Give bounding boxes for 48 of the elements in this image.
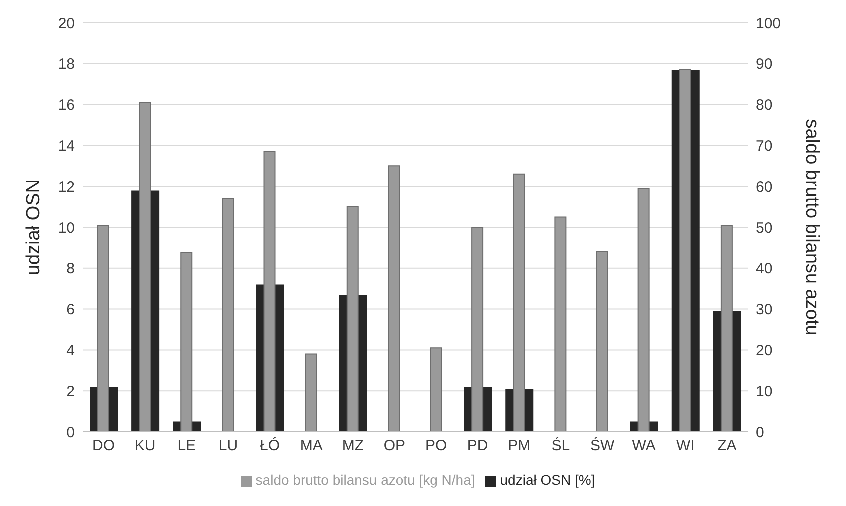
bar bbox=[554, 216, 567, 432]
y-tick-label: 20 bbox=[58, 15, 75, 32]
x-tick-label: PD bbox=[467, 438, 488, 455]
bar bbox=[222, 198, 234, 432]
x-tick-label: MZ bbox=[342, 438, 364, 455]
y2-tick-label: 50 bbox=[756, 220, 773, 237]
bar bbox=[430, 348, 442, 432]
x-tick-label: MA bbox=[300, 438, 323, 455]
x-tick-label: ŁÓ bbox=[260, 436, 280, 455]
x-tick-label: WA bbox=[632, 438, 656, 455]
legend-label: saldo brutto bilansu azotu [kg N/ha] bbox=[256, 472, 476, 488]
y-axis-title: udział OSN bbox=[24, 179, 45, 276]
y2-tick-label: 0 bbox=[756, 424, 764, 442]
y-tick-label: 14 bbox=[58, 138, 75, 156]
y-tick-label: 4 bbox=[66, 342, 75, 360]
y-tick-label: 10 bbox=[58, 220, 75, 237]
bar bbox=[305, 354, 318, 432]
y2-tick-label: 30 bbox=[756, 302, 773, 319]
y2-tick-label: 60 bbox=[756, 178, 773, 196]
x-tick-label: KU bbox=[134, 438, 156, 455]
y2-tick-label: 40 bbox=[756, 260, 773, 278]
y-tick-label: 12 bbox=[58, 178, 75, 196]
y2-axis-title: saldo brutto bilansu azotu bbox=[801, 119, 822, 336]
x-tick-label: PM bbox=[508, 438, 531, 455]
y-tick-label: 16 bbox=[58, 97, 75, 114]
y-tick-label: 8 bbox=[66, 260, 75, 278]
y-tick-label: 2 bbox=[66, 383, 75, 400]
y2-tick-label: 70 bbox=[756, 138, 773, 156]
y2-tick-label: 80 bbox=[756, 97, 773, 114]
legend-label: udział OSN [%] bbox=[500, 472, 596, 488]
y-tick-label: 6 bbox=[66, 302, 75, 319]
y2-tick-label: 90 bbox=[756, 56, 773, 74]
y2-tick-label: 100 bbox=[756, 15, 782, 32]
x-tick-label: LE bbox=[178, 438, 196, 455]
y-tick-label: 18 bbox=[58, 56, 75, 74]
x-tick-label: LU bbox=[218, 438, 238, 455]
x-tick-label: ŚW bbox=[590, 436, 616, 455]
x-tick-label: OP bbox=[384, 438, 406, 455]
x-tick-label: ŚL bbox=[552, 436, 570, 455]
bar bbox=[596, 252, 608, 432]
y-tick-label: 0 bbox=[66, 424, 75, 442]
y2-tick-label: 20 bbox=[756, 342, 773, 360]
x-tick-label: ZA bbox=[718, 438, 737, 455]
y2-tick-label: 10 bbox=[756, 383, 773, 400]
x-tick-label: WI bbox=[676, 438, 695, 455]
x-tick-label: DO bbox=[92, 438, 116, 455]
x-tick-label: PO bbox=[425, 438, 448, 455]
bar bbox=[388, 166, 400, 432]
